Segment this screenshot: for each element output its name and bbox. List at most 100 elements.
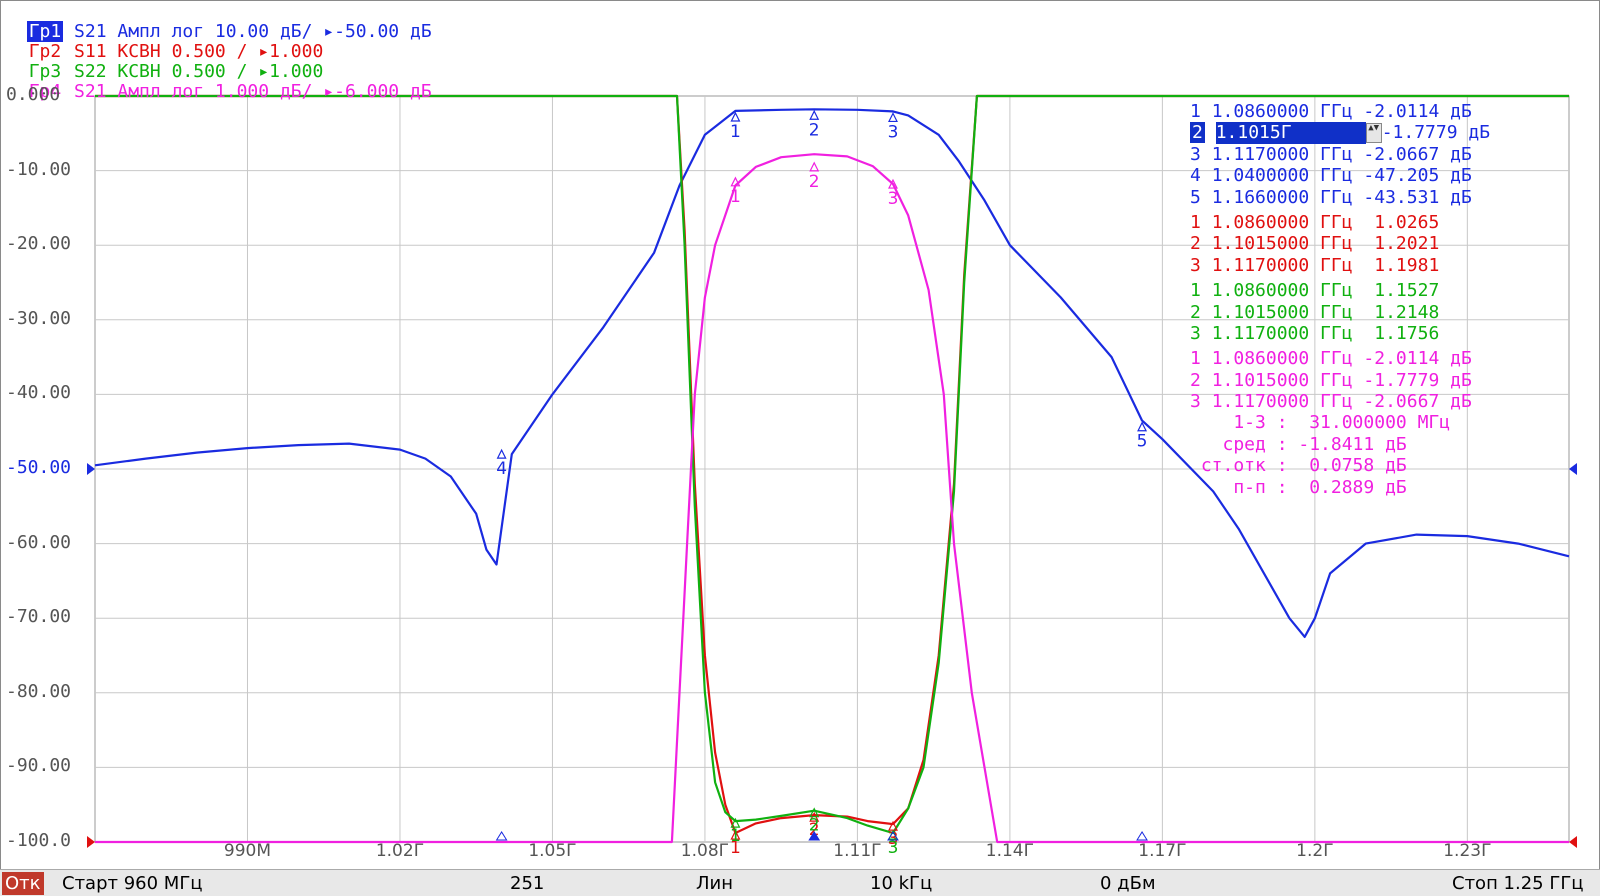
marker-value: 1.2021 bbox=[1363, 233, 1440, 255]
trace-header-1[interactable]: Гр1 S21 Ампл лог 10.00 дБ/ ▸-50.00 дБ bbox=[5, 2, 432, 42]
marker-2-trace-4[interactable]: 2 bbox=[809, 161, 820, 192]
x-tick-label: 1.23Г bbox=[1443, 841, 1492, 861]
marker-frequency: 1.0860000 ГГц bbox=[1211, 211, 1353, 233]
if-bandwidth[interactable]: 10 kГц bbox=[870, 873, 933, 894]
marker-1-trace-2[interactable]: 1 bbox=[730, 829, 741, 858]
marker-row[interactable]: 2 1.1015000 ГГц 1.2148 bbox=[1190, 302, 1490, 323]
marker-1-trace-4[interactable]: 1 bbox=[730, 176, 741, 207]
ref-arrow-left-2 bbox=[87, 836, 95, 848]
stimulus-marker[interactable] bbox=[1136, 831, 1148, 841]
marker-value: -2.0667 дБ bbox=[1363, 391, 1472, 413]
marker-number: 1 bbox=[1190, 280, 1201, 302]
stimulus-marker[interactable] bbox=[887, 831, 899, 841]
trace-line-4 bbox=[95, 153, 1569, 844]
marker-row[interactable]: 1 1.0860000 ГГц 1.0265 bbox=[1190, 212, 1490, 233]
marker-frequency[interactable]: 1.1015Г bbox=[1215, 122, 1366, 144]
marker-row[interactable]: 3 1.1170000 ГГц -2.0667 дБ bbox=[1190, 144, 1490, 165]
sweep-type[interactable]: Лин bbox=[696, 873, 734, 894]
y-tick-label: 0.000 bbox=[6, 84, 61, 105]
y-tick-label: -50.00 bbox=[6, 457, 72, 478]
spin-arrows-icon[interactable]: ▲▼ bbox=[1365, 123, 1382, 144]
marker-number: 1 bbox=[1190, 101, 1201, 122]
marker-number: 2 bbox=[1190, 301, 1201, 323]
y-tick-label: -90.00 bbox=[6, 755, 72, 777]
marker-value: -2.0114 дБ bbox=[1363, 348, 1472, 370]
marker-3-trace-1[interactable]: 3 bbox=[888, 112, 899, 142]
marker-value: -1.7779 дБ bbox=[1381, 122, 1491, 144]
x-tick-label: 1.11Г bbox=[833, 841, 882, 861]
trace-header-2[interactable]: Гр2 S11 КСВН 0.500 / ▸1.000 bbox=[5, 22, 324, 62]
x-tick-label: 990М bbox=[223, 841, 272, 861]
marker-label: 2 bbox=[809, 820, 820, 840]
status-bar: Отк Старт 960 МГц 251 Лин 10 kГц 0 дБм С… bbox=[0, 869, 1600, 896]
trace-header-3[interactable]: Гр3 S22 КСВН 0.500 / ▸1.000 bbox=[5, 42, 324, 82]
marker-stats-row: 1-3 : 31.000000 МГц bbox=[1190, 412, 1451, 434]
marker-4-trace-1[interactable]: 4 bbox=[496, 448, 507, 479]
source-power[interactable]: 0 дБм bbox=[1100, 873, 1156, 894]
marker-label: 4 bbox=[496, 459, 507, 479]
marker-1-trace-1[interactable]: 1 bbox=[730, 111, 741, 142]
marker-row[interactable]: 3 1.1170000 ГГц 1.1756 bbox=[1190, 323, 1490, 344]
marker-readout-table: 1 1.0860000 ГГц -2.0114 дБ 2 1.1015Г ▲▼ -1.… bbox=[1190, 101, 1490, 498]
marker-row[interactable]: 3 1.1170000 ГГц -2.0667 дБ bbox=[1190, 391, 1490, 412]
marker-stats-row: сред : -1.8411 дБ bbox=[1190, 433, 1407, 455]
grid bbox=[95, 96, 1569, 842]
marker-row[interactable]: 1 1.0860000 ГГц 1.1527 bbox=[1190, 280, 1490, 301]
marker-number: 3 bbox=[1190, 143, 1201, 165]
marker-number: 5 bbox=[1190, 186, 1201, 208]
marker-row[interactable]: 3 1.1170000 ГГц 1.1981 bbox=[1190, 255, 1490, 276]
marker-row[interactable]: 1 1.0860000 ГГц -2.0114 дБ bbox=[1190, 348, 1490, 369]
y-tick-label: -100.0 bbox=[6, 830, 72, 851]
trace-line-3 bbox=[95, 94, 1569, 835]
y-tick-label: -70.00 bbox=[6, 606, 72, 628]
marker-stats-row: ст.отк : 0.0758 дБ bbox=[1190, 455, 1407, 477]
stop-frequency[interactable]: Стоп 1.25 ГГц bbox=[1452, 873, 1584, 894]
marker-value: 1.1527 bbox=[1363, 280, 1440, 302]
marker-3-trace-4[interactable]: 3 bbox=[888, 178, 899, 209]
marker-2-trace-3[interactable]: 2 bbox=[809, 807, 820, 836]
marker-value: 1.2148 bbox=[1363, 301, 1440, 323]
trace-tag-3[interactable]: Гр3 bbox=[28, 61, 62, 82]
trace-tag-2[interactable]: Гр2 bbox=[28, 41, 62, 62]
stimulus-marker[interactable] bbox=[495, 831, 508, 841]
marker-frequency: 1.1660000 ГГц bbox=[1211, 186, 1353, 208]
marker-row[interactable]: 5 1.1660000 ГГц -43.531 дБ bbox=[1190, 187, 1490, 208]
marker-row[interactable]: 2 1.1015Г ▲▼ -1.7779 дБ bbox=[1190, 122, 1491, 144]
marker-number: 1 bbox=[1190, 348, 1201, 370]
trace-layer bbox=[94, 94, 1570, 844]
trace-header-4[interactable]: Гр4 S21 Ампл лог 1.000 дБ/ ▸-6.000 дБ bbox=[5, 62, 432, 102]
marker-row[interactable]: 4 1.0400000 ГГц -47.205 дБ bbox=[1190, 165, 1490, 186]
marker-5-trace-1[interactable]: 5 bbox=[1137, 421, 1148, 452]
sweep-points[interactable]: 251 bbox=[510, 873, 545, 894]
marker-label: 3 bbox=[888, 189, 899, 209]
marker-1-trace-3[interactable]: 1 bbox=[730, 817, 741, 846]
marker-frequency: 1.1170000 ГГц bbox=[1211, 322, 1353, 344]
status-badge[interactable]: Отк bbox=[2, 872, 44, 895]
marker-row[interactable]: 2 1.1015000 ГГц 1.2021 bbox=[1190, 233, 1490, 254]
marker-row[interactable]: 1 1.0860000 ГГц -2.0114 дБ bbox=[1190, 101, 1490, 122]
stimulus-marker[interactable] bbox=[808, 831, 821, 841]
ref-arrow-left-1 bbox=[87, 463, 95, 475]
marker-label: 1 bbox=[730, 826, 741, 846]
marker-label: 2 bbox=[809, 816, 820, 836]
marker-2-trace-1[interactable]: 2 bbox=[809, 109, 820, 140]
marker-value: 1.1981 bbox=[1363, 254, 1440, 276]
marker-label: 5 bbox=[1137, 432, 1148, 452]
x-tick-label: 1.14Г bbox=[985, 841, 1035, 861]
x-tick-label: 1.05Г bbox=[528, 841, 577, 861]
start-frequency[interactable]: Старт 960 МГц bbox=[62, 873, 203, 894]
y-tick-label: -20.00 bbox=[6, 233, 72, 255]
trace-settings-2: S11 КСВН 0.500 / ▸1.000 bbox=[63, 41, 324, 62]
marker-label: 2 bbox=[809, 120, 820, 140]
x-tick-label: 1.02Г bbox=[375, 841, 425, 861]
marker-number: 4 bbox=[1190, 165, 1201, 187]
trace-line-1 bbox=[94, 108, 1570, 638]
marker-value: -43.531 дБ bbox=[1363, 186, 1472, 208]
trace-tag-1[interactable]: Гр1 bbox=[26, 21, 64, 42]
trace-tag-4[interactable]: Гр4 bbox=[28, 81, 62, 102]
marker-frequency: 1.0400000 ГГц bbox=[1211, 165, 1353, 187]
marker-row[interactable]: 2 1.1015000 ГГц -1.7779 дБ bbox=[1190, 370, 1490, 391]
marker-frequency: 1.0860000 ГГц bbox=[1211, 280, 1353, 302]
marker-number: 2 bbox=[1190, 369, 1201, 391]
